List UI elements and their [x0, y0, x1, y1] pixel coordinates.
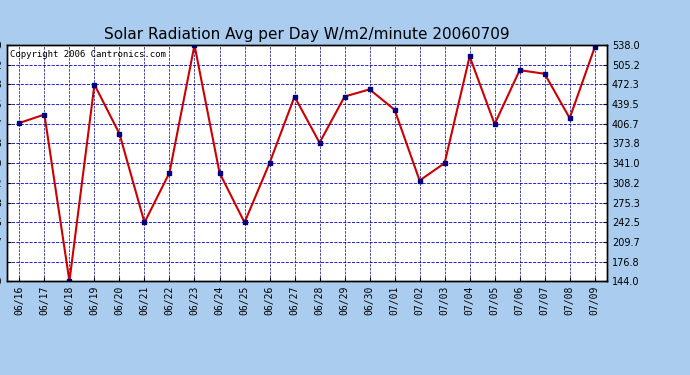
Title: Solar Radiation Avg per Day W/m2/minute 20060709: Solar Radiation Avg per Day W/m2/minute … — [104, 27, 510, 42]
Text: Copyright 2006 Cantronics.com: Copyright 2006 Cantronics.com — [10, 50, 166, 59]
